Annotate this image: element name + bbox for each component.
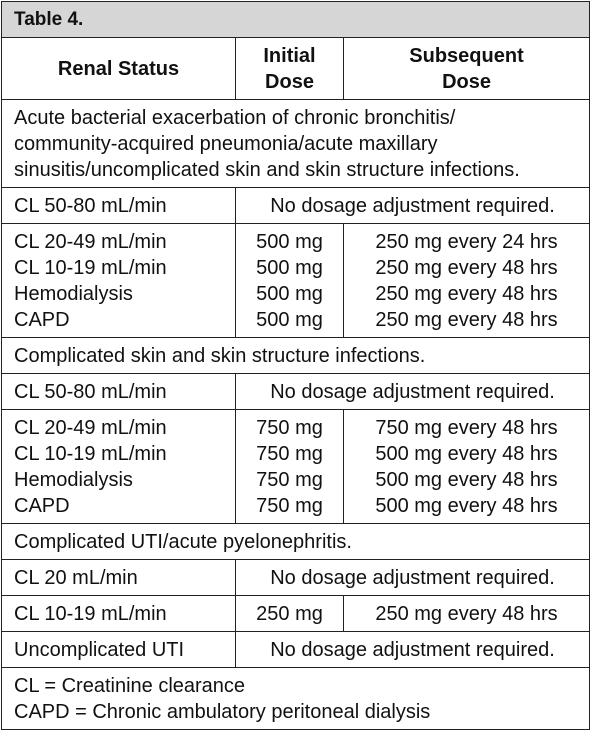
- dosage-note: No dosage adjustment required.: [234, 631, 591, 668]
- table-title: Table 4.: [0, 1, 591, 38]
- column-header: Initial Dose: [235, 37, 344, 100]
- cell-line: Acute bacterial exacerbation of chronic …: [14, 107, 456, 129]
- table-row: CL 20-49 mL/min CL 10-19 mL/min Hemodialys…: [1, 223, 591, 338]
- cell-line: 750 mg: [256, 443, 323, 465]
- subsequent-dose: 750 mg every 48 hrs 500 mg every 48 hrs 50…: [342, 409, 591, 524]
- section-heading: Acute bacterial exacerbation of chronic …: [0, 99, 591, 188]
- cell-line: 250 mg every 48 hrs: [375, 283, 558, 305]
- initial-dose: 250 mg: [235, 595, 344, 632]
- cell-line: 500 mg every 48 hrs: [375, 469, 558, 491]
- cell-line: CAPD = Chronic ambulatory peritoneal dia…: [14, 701, 431, 723]
- cell-line: 500 mg: [256, 283, 323, 305]
- table-row: CL = Creatinine clearance CAPD = Chronic …: [0, 667, 591, 730]
- column-header: Renal Status: [1, 37, 236, 100]
- table-row: Complicated skin and skin structure infe…: [0, 337, 591, 374]
- cell-line: 250 mg every 48 hrs: [375, 603, 558, 625]
- cell-line: 250 mg: [256, 603, 323, 625]
- table-row: CL 50-80 mL/min No dosage adjustment requ…: [1, 187, 591, 224]
- renal-status: CL 20 mL/min: [1, 559, 236, 596]
- subsequent-dose: 250 mg every 24 hrs 250 mg every 48 hrs 25…: [342, 223, 591, 338]
- initial-dose: 750 mg 750 mg 750 mg 750 mg: [235, 409, 344, 524]
- cell-line: 750 mg: [256, 417, 323, 439]
- cell-line: Subsequent: [409, 45, 524, 67]
- cell-line: 500 mg every 48 hrs: [375, 443, 558, 465]
- cell-line: CL 10-19 mL/min: [14, 603, 167, 625]
- table-row: Uncomplicated UTI No dosage adjustment re…: [1, 631, 591, 668]
- cell-line: Complicated UTI/acute pyelonephritis.: [14, 531, 352, 553]
- cell-line: Hemodialysis: [14, 283, 133, 305]
- initial-dose: 500 mg 500 mg 500 mg 500 mg: [235, 223, 344, 338]
- cell-line: CAPD: [14, 495, 70, 517]
- cell-line: 500 mg every 48 hrs: [375, 495, 558, 517]
- cell-line: CL 50-80 mL/min: [14, 381, 167, 403]
- cell-line: CL 20-49 mL/min: [14, 231, 167, 253]
- cell-line: 500 mg: [256, 257, 323, 279]
- table-row: CL 10-19 mL/min 250 mg 250 mg every 48 hrs: [1, 595, 591, 632]
- column-header: Subsequent Dose: [342, 37, 591, 100]
- cell-line: Hemodialysis: [14, 469, 133, 491]
- cell-line: CL 20 mL/min: [14, 567, 138, 589]
- cell-line: CL 10-19 mL/min: [14, 257, 167, 279]
- cell-line: Complicated skin and skin structure infe…: [14, 345, 426, 367]
- cell-line: 750 mg: [256, 469, 323, 491]
- cell-line: 750 mg every 48 hrs: [375, 417, 558, 439]
- table-row: Acute bacterial exacerbation of chronic …: [0, 99, 591, 188]
- cell-line: 500 mg: [256, 231, 323, 253]
- cell-line: CL = Creatinine clearance: [14, 675, 246, 697]
- cell-line: CL 20-49 mL/min: [14, 417, 167, 439]
- renal-status: CL 20-49 mL/min CL 10-19 mL/min Hemodialys…: [1, 223, 236, 338]
- footnotes: CL = Creatinine clearance CAPD = Chronic …: [0, 667, 591, 730]
- cell-line: 750 mg: [256, 495, 323, 517]
- renal-status: Uncomplicated UTI: [1, 631, 236, 668]
- cell-line: sinusitis/uncomplicated skin and skin st…: [14, 159, 520, 181]
- dosage-note: No dosage adjustment required.: [234, 373, 591, 410]
- section-heading: Complicated skin and skin structure infe…: [0, 337, 591, 374]
- cell-line: Dose: [265, 71, 314, 93]
- renal-status: CL 10-19 mL/min: [1, 595, 236, 632]
- title-row: Table 4.: [0, 1, 591, 38]
- table-row: CL 50-80 mL/min No dosage adjustment requ…: [1, 373, 591, 410]
- cell-line: 250 mg every 24 hrs: [375, 231, 558, 253]
- table-row: Complicated UTI/acute pyelonephritis.: [0, 523, 591, 560]
- renal-status: CL 20-49 mL/min CL 10-19 mL/min Hemodialys…: [1, 409, 236, 524]
- cell-line: Initial: [263, 45, 316, 67]
- cell-line: community-acquired pneumonia/acute maxil…: [14, 133, 438, 155]
- renal-status: CL 50-80 mL/min: [1, 187, 236, 224]
- cell-line: 250 mg every 48 hrs: [375, 309, 558, 331]
- table-row: CL 20-49 mL/min CL 10-19 mL/min Hemodialys…: [1, 409, 591, 524]
- renal-status: CL 50-80 mL/min: [1, 373, 236, 410]
- table-row: CL 20 mL/min No dosage adjustment require…: [1, 559, 591, 596]
- cell-line: CL 10-19 mL/min: [14, 443, 167, 465]
- cell-line: 500 mg: [256, 309, 323, 331]
- cell-line: Dose: [442, 71, 491, 93]
- cell-line: Renal Status: [57, 58, 180, 80]
- cell-line: CL 50-80 mL/min: [14, 195, 167, 217]
- subsequent-dose: 250 mg every 48 hrs: [342, 595, 591, 632]
- section-heading: Complicated UTI/acute pyelonephritis.: [0, 523, 591, 560]
- cell-line: CAPD: [14, 309, 70, 331]
- table-row: Renal Status Initial Dose Subsequent Dose: [1, 37, 591, 100]
- cell-line: 250 mg every 48 hrs: [375, 257, 558, 279]
- dosage-note: No dosage adjustment required.: [234, 559, 591, 596]
- dosage-note: No dosage adjustment required.: [234, 187, 591, 224]
- cell-line: Uncomplicated UTI: [14, 639, 185, 661]
